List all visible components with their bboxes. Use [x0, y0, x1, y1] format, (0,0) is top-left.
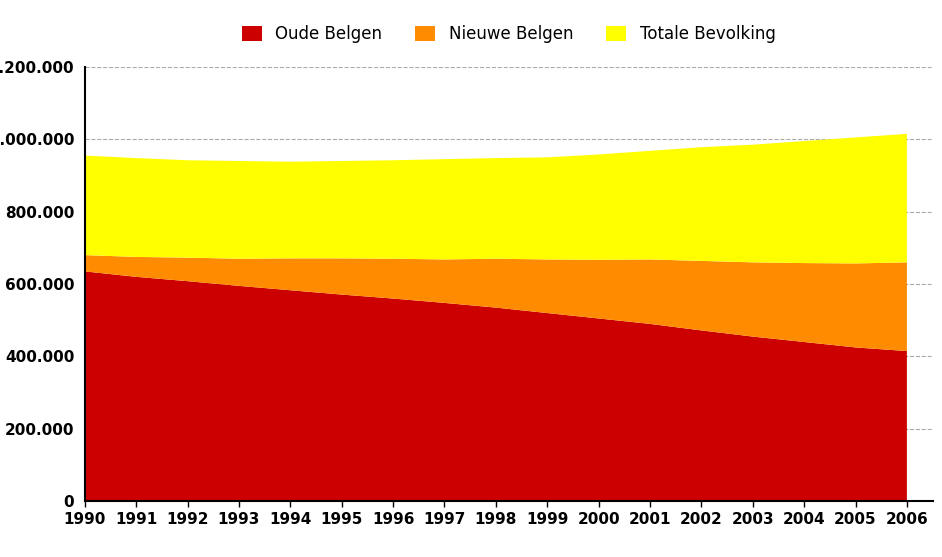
Legend: Oude Belgen, Nieuwe Belgen, Totale Bevolking: Oude Belgen, Nieuwe Belgen, Totale Bevol…	[235, 19, 783, 50]
